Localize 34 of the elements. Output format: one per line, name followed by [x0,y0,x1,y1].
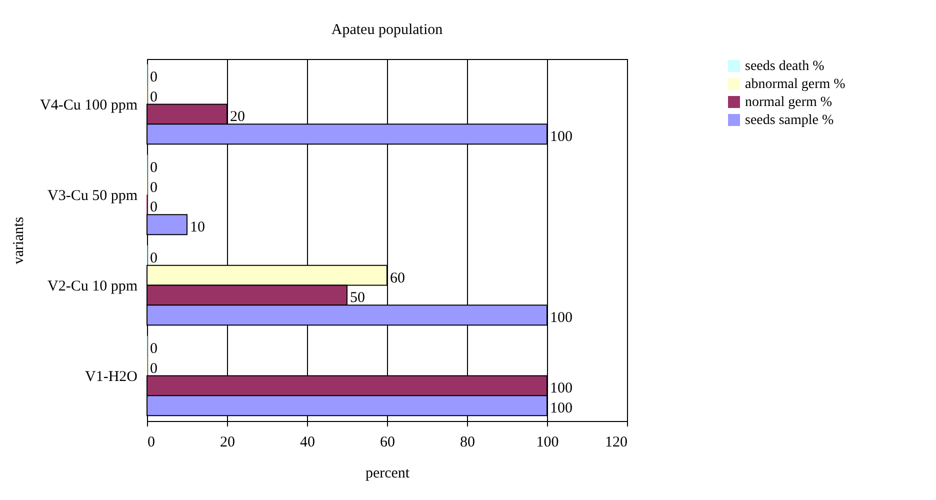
data-label: 20 [230,109,245,126]
x-tick-label: 20 [220,434,235,450]
y-axis-title: variants [11,216,27,264]
x-tick-label: 80 [460,434,475,450]
x-tick-label: 40 [300,434,315,450]
y-tick-label: V3-Cu 50 ppm [48,188,138,204]
data-label: 0 [150,250,158,266]
x-tick-label: 60 [380,434,395,450]
legend-label: seeds sample % [745,113,834,128]
data-label: 100 [550,310,572,326]
x-tick-label: 0 [148,434,155,450]
y-tick-label: V1-H2O [85,368,138,385]
data-label: 0 [150,180,158,196]
data-label: 0 [150,340,158,357]
data-label: 0 [150,69,158,86]
data-label: 100 [550,380,572,397]
data-label: 0 [150,89,158,106]
data-label: 0 [150,200,158,216]
data-label: 60 [390,270,405,286]
x-axis-title: percent [365,466,410,482]
legend-label: seeds death % [745,59,825,74]
data-label: 50 [350,290,365,306]
data-label: 0 [150,360,158,377]
legend-label: abnormal germ % [745,77,846,92]
y-tick-label: V4-Cu 100 ppm [40,97,138,114]
data-label: 0 [150,160,158,176]
x-tick-label: 100 [536,434,559,450]
y-tick-label: V2-Cu 10 ppm [48,278,138,294]
chart-title: Apateu population [331,22,444,38]
x-tick-label: 120 [605,434,628,450]
legend-label: normal germ % [745,95,832,110]
data-label: 100 [550,129,572,146]
data-label: 10 [190,220,205,236]
data-label: 100 [550,400,572,417]
